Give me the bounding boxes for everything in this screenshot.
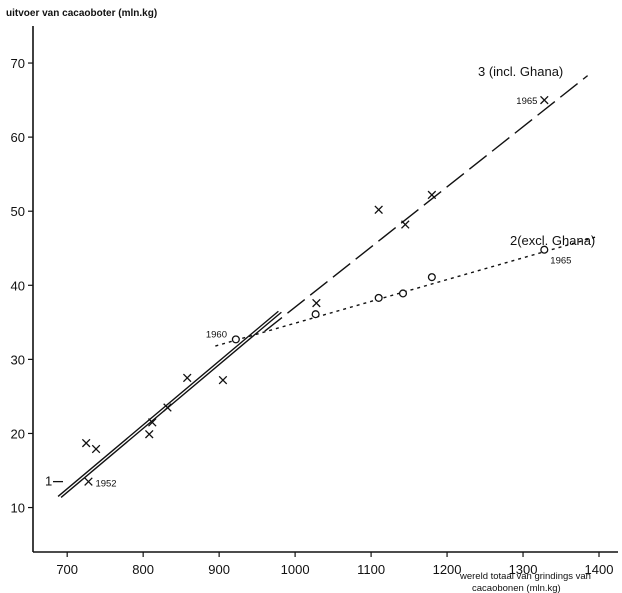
data-point-o xyxy=(427,273,436,282)
y-tick-label: 60 xyxy=(11,130,25,145)
data-point-x xyxy=(81,438,91,448)
x-marker-stroke xyxy=(84,477,93,486)
x-axis-title-line-2: cacaobonen (mln.kg) xyxy=(472,583,561,593)
data-point-o xyxy=(540,245,549,254)
data-point-o xyxy=(374,293,383,302)
fit-line-1 xyxy=(57,310,279,497)
y-tick-label: 10 xyxy=(11,501,25,516)
x-marker-stroke xyxy=(144,429,154,439)
x-tick-label: 1300 xyxy=(509,562,538,577)
x-tick-label: 1100 xyxy=(357,562,385,577)
y-tick-label: 70 xyxy=(11,56,25,71)
annotation-1952: 1952 xyxy=(95,479,116,490)
x-marker-stroke xyxy=(427,190,437,200)
x-marker-stroke xyxy=(540,95,549,105)
data-point-x xyxy=(91,444,101,454)
data-point-x xyxy=(401,220,410,229)
x-marker-stroke xyxy=(218,375,228,385)
x-tick-label: 1000 xyxy=(281,562,310,577)
data-point-x xyxy=(312,298,321,308)
x-tick-label: 800 xyxy=(132,562,154,577)
label-line-2: 2(excl. Ghana) xyxy=(510,233,595,248)
y-tick-label: 20 xyxy=(11,426,25,441)
x-marker-stroke xyxy=(312,298,321,308)
data-point-x xyxy=(374,205,383,214)
x-marker-stroke xyxy=(163,403,172,412)
label-line-1: 1 xyxy=(45,474,52,489)
y-tick-label: 50 xyxy=(11,204,25,219)
annotation-1965-excl: 1965 xyxy=(550,256,571,267)
data-point-x xyxy=(163,403,172,412)
data-point-x xyxy=(144,429,154,439)
data-point-x xyxy=(427,190,437,200)
x-tick-label: 700 xyxy=(56,562,78,577)
fit-line-3-incl-ghana xyxy=(264,75,589,332)
x-tick-label: 1400 xyxy=(585,562,614,577)
y-tick-label: 40 xyxy=(11,278,25,293)
x-marker-stroke xyxy=(148,418,157,427)
y-axis-title: uitvoer van cacaoboter (mln.kg) xyxy=(6,8,158,19)
x-axis-title-line-1: wereld totaal van grindings van xyxy=(459,571,591,582)
data-point-x xyxy=(540,95,549,105)
data-point-o xyxy=(398,289,408,298)
data-point-x xyxy=(182,373,192,383)
x-tick-label: 900 xyxy=(208,562,230,577)
data-point-x xyxy=(218,375,228,385)
fit-line-1-second-stroke xyxy=(60,311,282,498)
label-line-3: 3 (incl. Ghana) xyxy=(478,64,563,79)
x-marker-stroke xyxy=(81,438,91,448)
x-marker-stroke xyxy=(374,205,383,214)
data-point-o xyxy=(231,335,240,344)
data-point-x xyxy=(84,477,93,486)
x-marker-stroke xyxy=(401,220,410,229)
data-point-o xyxy=(311,310,320,319)
x-marker-stroke xyxy=(182,373,192,383)
y-tick-label: 30 xyxy=(11,352,25,367)
data-point-x xyxy=(148,418,157,427)
annotation-1965-incl: 1965 xyxy=(516,96,537,107)
x-tick-label: 1200 xyxy=(433,562,462,577)
annotation-1960: 1960 xyxy=(206,329,227,340)
x-marker-stroke xyxy=(91,444,101,454)
